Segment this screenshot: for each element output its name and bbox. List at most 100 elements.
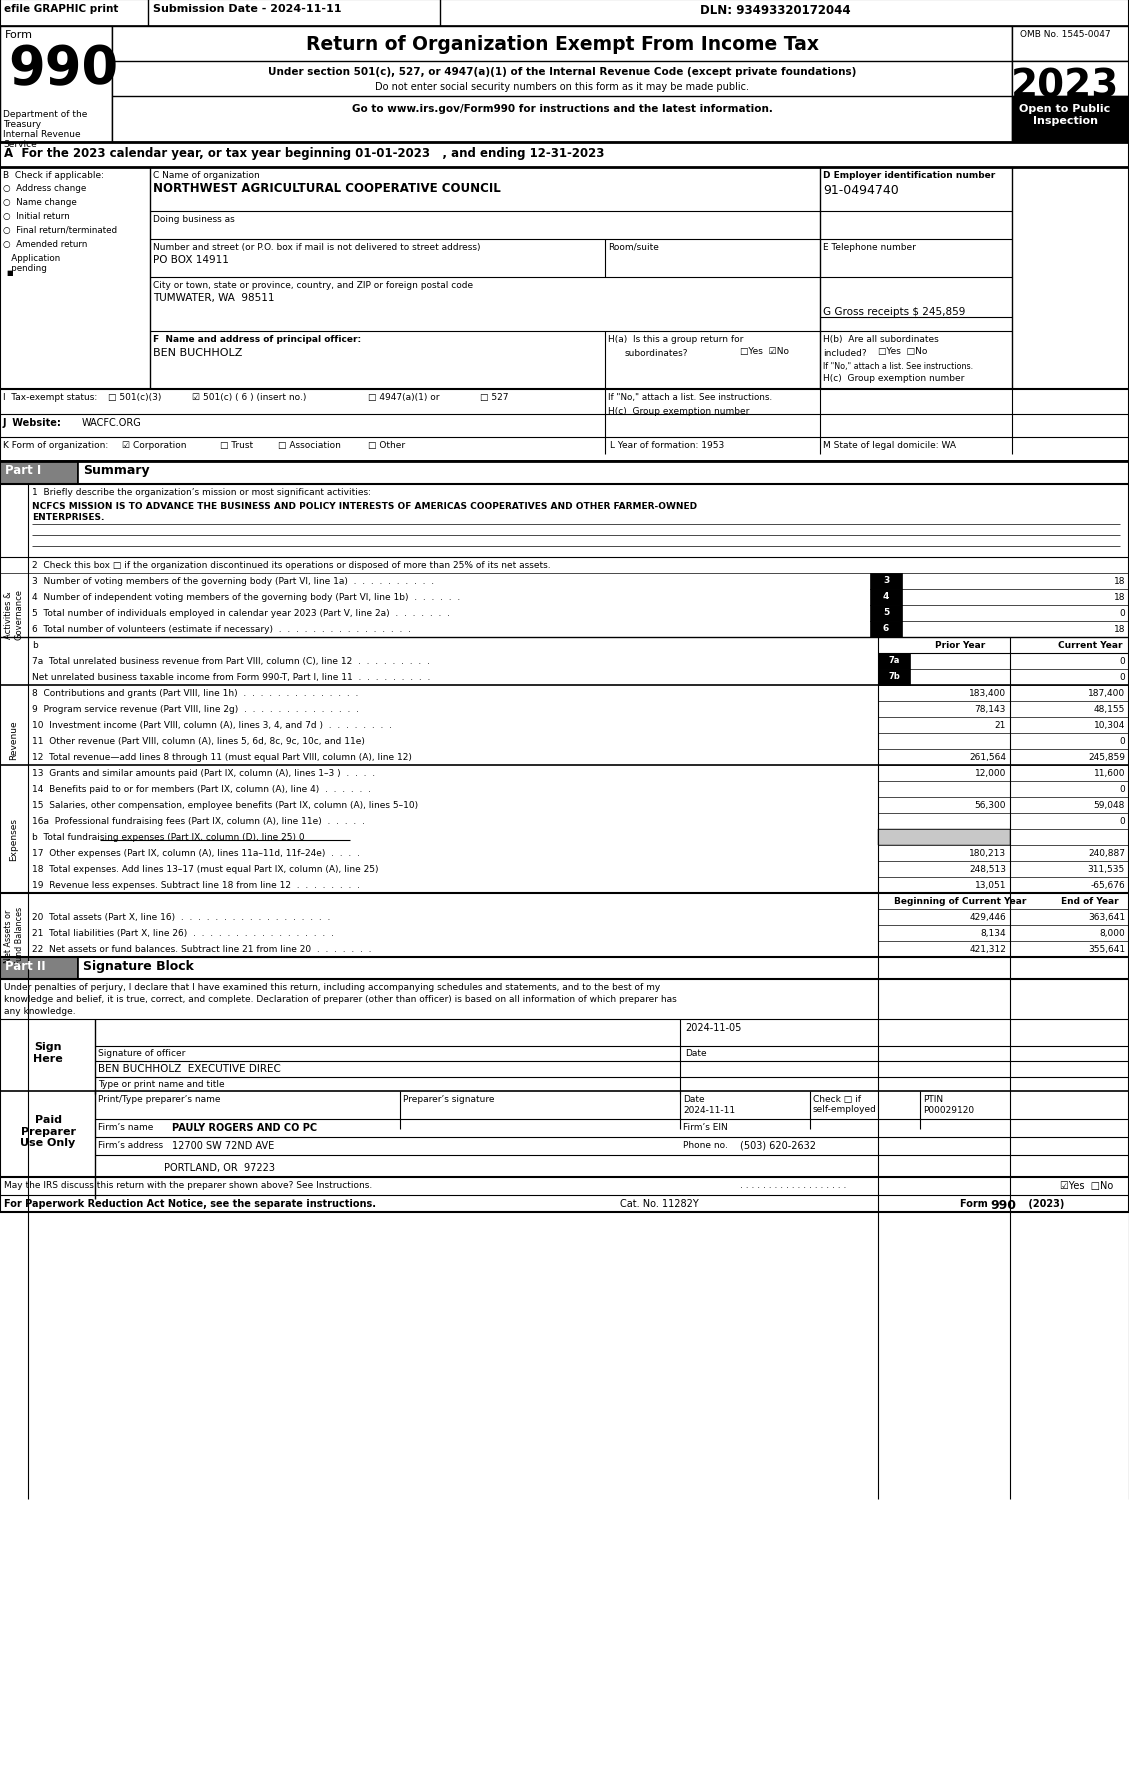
Text: 19  Revenue less expenses. Subtract line 18 from line 12  .  .  .  .  .  .  .  .: 19 Revenue less expenses. Subtract line … [32,880,360,889]
Bar [78,462,1129,485]
Text: 11  Other revenue (Part VIII, column (A), lines 5, 6d, 8c, 9c, 10c, and 11e): 11 Other revenue (Part VIII, column (A),… [32,736,365,745]
Text: □ 527: □ 527 [480,392,508,401]
Text: 18: 18 [1113,625,1124,634]
Bar [870,590,902,606]
Text: 13,051: 13,051 [974,880,1006,889]
Text: 7a: 7a [889,656,900,665]
Text: 4: 4 [883,592,890,601]
Text: □ 501(c)(3): □ 501(c)(3) [108,392,161,401]
Text: I  Tax-exempt status:: I Tax-exempt status: [3,392,97,401]
Bar [1012,96,1129,143]
Bar [870,606,902,622]
Text: 13  Grants and similar amounts paid (Part IX, column (A), lines 1–3 )  .  .  .  : 13 Grants and similar amounts paid (Part… [32,768,375,777]
Text: 10  Investment income (Part VIII, column (A), lines 3, 4, and 7d )  .  .  .  .  : 10 Investment income (Part VIII, column … [32,720,392,729]
Text: 4  Number of independent voting members of the governing body (Part VI, line 1b): 4 Number of independent voting members o… [32,593,461,602]
Text: Submission Date - 2024-11-11: Submission Date - 2024-11-11 [154,4,341,14]
Text: 21  Total liabilities (Part X, line 26)  .  .  .  .  .  .  .  .  .  .  .  .  .  : 21 Total liabilities (Part X, line 26) .… [32,928,334,937]
Text: 261,564: 261,564 [969,752,1006,761]
Text: included?: included? [823,349,867,358]
Text: 187,400: 187,400 [1088,688,1124,697]
Text: 11,600: 11,600 [1094,768,1124,777]
Text: If "No," attach a list. See instructions.: If "No," attach a list. See instructions… [823,362,973,371]
Text: 9  Program service revenue (Part VIII, line 2g)  .  .  .  .  .  .  .  .  .  .  .: 9 Program service revenue (Part VIII, li… [32,704,359,713]
Text: 21: 21 [995,720,1006,729]
Text: 355,641: 355,641 [1088,944,1124,953]
Text: □ Other: □ Other [368,440,405,449]
Text: Go to www.irs.gov/Form990 for instructions and the latest information.: Go to www.irs.gov/Form990 for instructio… [351,103,772,114]
Text: 18  Total expenses. Add lines 13–17 (must equal Part IX, column (A), line 25): 18 Total expenses. Add lines 13–17 (must… [32,864,378,873]
Text: 3: 3 [883,576,890,584]
Text: Type or print name and title: Type or print name and title [98,1080,225,1089]
Text: 91-0494740: 91-0494740 [823,184,899,196]
Text: 18: 18 [1113,577,1124,586]
Text: 7a  Total unrelated business revenue from Part VIII, column (C), line 12  .  .  : 7a Total unrelated business revenue from… [32,656,430,666]
Text: Prior Year: Prior Year [935,642,986,650]
Text: □ 4947(a)(1) or: □ 4947(a)(1) or [368,392,439,401]
Text: ☑Yes  □No: ☑Yes □No [1060,1180,1113,1190]
Text: WACFC.ORG: WACFC.ORG [82,417,142,428]
Bar [1012,27,1129,62]
Text: PORTLAND, OR  97223: PORTLAND, OR 97223 [165,1162,275,1173]
Text: H(c)  Group exemption number: H(c) Group exemption number [609,406,750,415]
Text: 2023: 2023 [1010,68,1119,105]
Text: 8,000: 8,000 [1100,928,1124,937]
Text: 363,641: 363,641 [1088,912,1124,921]
Text: Paid
Preparer
Use Only: Paid Preparer Use Only [20,1114,76,1148]
Bar [78,957,1129,980]
Text: 14  Benefits paid to or for members (Part IX, column (A), line 4)  .  .  .  .  .: 14 Benefits paid to or for members (Part… [32,784,371,793]
Text: 17  Other expenses (Part IX, column (A), lines 11a–11d, 11f–24e)  .  .  .  .: 17 Other expenses (Part IX, column (A), … [32,848,360,857]
Text: Open to Public
Inspection: Open to Public Inspection [1019,103,1111,125]
Text: 8  Contributions and grants (Part VIII, line 1h)  .  .  .  .  .  .  .  .  .  .  : 8 Contributions and grants (Part VIII, l… [32,688,358,697]
Text: ○  Name change: ○ Name change [3,198,77,207]
Text: 3  Number of voting members of the governing body (Part VI, line 1a)  .  .  .  .: 3 Number of voting members of the govern… [32,577,435,586]
Text: Form: Form [960,1198,991,1208]
Text: Signature of officer: Signature of officer [98,1048,185,1057]
Text: (503) 620-2632: (503) 620-2632 [739,1140,816,1151]
Text: 5: 5 [883,608,890,617]
Text: (2023): (2023) [1025,1198,1065,1208]
Text: Expenses: Expenses [9,818,18,861]
Text: Department of the: Department of the [3,110,87,119]
Text: efile GRAPHIC print: efile GRAPHIC print [5,4,119,14]
Text: NORTHWEST AGRICULTURAL COOPERATIVE COUNCIL: NORTHWEST AGRICULTURAL COOPERATIVE COUNC… [154,182,501,194]
Text: 22  Net assets or fund balances. Subtract line 21 from line 20  .  .  .  .  .  .: 22 Net assets or fund balances. Subtract… [32,944,371,953]
Text: . . . . . . . . . . . . . . . . . . .: . . . . . . . . . . . . . . . . . . . [739,1180,847,1189]
Text: H(c)  Group exemption number: H(c) Group exemption number [823,374,964,383]
Text: Current Year: Current Year [1058,642,1122,650]
Text: May the IRS discuss this return with the preparer shown above? See Instructions.: May the IRS discuss this return with the… [5,1180,373,1189]
Text: b: b [32,642,37,650]
Text: □ Association: □ Association [278,440,341,449]
Text: Service: Service [3,141,37,150]
Text: 2  Check this box □ if the organization discontinued its operations or disposed : 2 Check this box □ if the organization d… [32,561,551,570]
Text: 20  Total assets (Part X, line 16)  .  .  .  .  .  .  .  .  .  .  .  .  .  .  . : 20 Total assets (Part X, line 16) . . . … [32,912,331,921]
Text: End of Year: End of Year [1061,896,1119,905]
Text: Cat. No. 11282Y: Cat. No. 11282Y [620,1198,699,1208]
Bar [0,0,1129,1212]
Text: 12700 SW 72ND AVE: 12700 SW 72ND AVE [172,1140,274,1151]
Text: Date: Date [685,1048,707,1057]
Text: E Telephone number: E Telephone number [823,242,916,251]
Text: 0: 0 [1119,736,1124,745]
Text: 59,048: 59,048 [1094,800,1124,809]
Bar [0,0,1129,27]
Text: 12  Total revenue—add lines 8 through 11 (must equal Part VIII, column (A), line: 12 Total revenue—add lines 8 through 11 … [32,752,412,761]
Text: 429,446: 429,446 [970,912,1006,921]
Text: knowledge and belief, it is true, correct, and complete. Declaration of preparer: knowledge and belief, it is true, correc… [5,994,676,1003]
Bar [878,670,910,686]
Text: Return of Organization Exempt From Income Tax: Return of Organization Exempt From Incom… [306,36,819,53]
Text: any knowledge.: any knowledge. [5,1007,76,1016]
Text: 248,513: 248,513 [969,864,1006,873]
Text: ENTERPRISES.: ENTERPRISES. [32,513,104,522]
Text: ☑ 501(c) ( 6 ) (insert no.): ☑ 501(c) ( 6 ) (insert no.) [192,392,306,401]
Text: ○  Final return/terminated: ○ Final return/terminated [3,226,117,235]
Text: □ Trust: □ Trust [220,440,253,449]
Text: -65,676: -65,676 [1091,880,1124,889]
Text: 421,312: 421,312 [969,944,1006,953]
Text: 2024-11-05: 2024-11-05 [685,1023,742,1032]
Text: ■: ■ [6,269,12,276]
Text: Under penalties of perjury, I declare that I have examined this return, includin: Under penalties of perjury, I declare th… [5,982,660,991]
Text: H(a)  Is this a group return for: H(a) Is this a group return for [609,335,743,344]
Text: 0: 0 [1119,672,1124,683]
Text: BEN BUCHHOLZ: BEN BUCHHOLZ [154,347,243,358]
Text: 1  Briefly describe the organization’s mission or most significant activities:: 1 Briefly describe the organization’s mi… [32,488,371,497]
